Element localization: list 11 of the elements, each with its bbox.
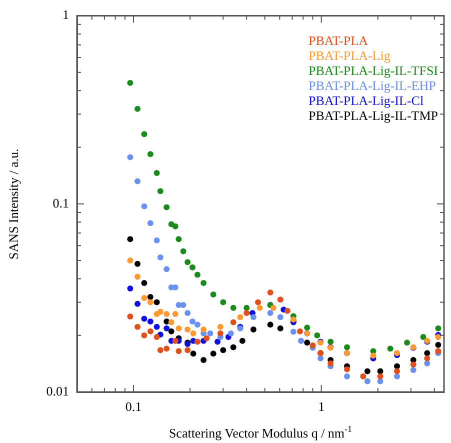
y-tick-label: 0.01 xyxy=(46,383,69,398)
y-tick-label: 1 xyxy=(62,7,69,22)
text: PBAT-PLA xyxy=(308,33,369,48)
text: PBAT-PLA-Lig xyxy=(308,48,391,64)
text: PBAT-PLA-Lig-IL-TMP xyxy=(308,108,438,124)
text: PBAT-PLA-Lig-IL-EHP xyxy=(308,78,436,94)
text: PBAT-PLA-Lig-IL-Cl xyxy=(308,93,424,108)
y-tick-label: 0.1 xyxy=(52,195,69,210)
text: PBAT-PLA-Lig-IL-TFSI xyxy=(308,63,438,78)
x-axis-title: Scattering Vector Modulus q / nm$^{-1}$ xyxy=(168,424,354,442)
y-axis-title: SANS Intensity / a.u. xyxy=(6,148,22,260)
